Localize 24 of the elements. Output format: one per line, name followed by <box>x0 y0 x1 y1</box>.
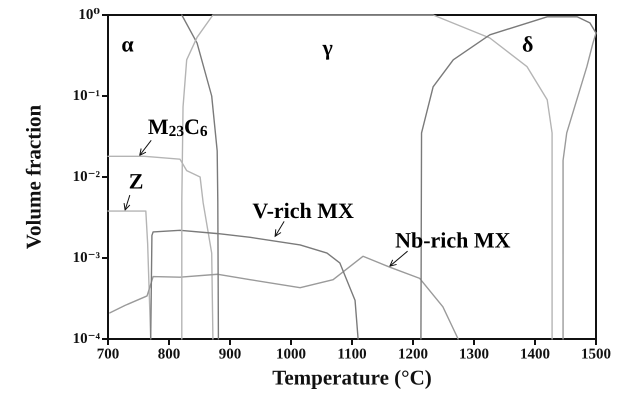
annotation: V-rich MX <box>252 198 354 223</box>
y-tick-label: 10⁻¹ <box>72 88 100 104</box>
annotation: α <box>121 32 134 57</box>
x-tick-label: 800 <box>158 346 180 362</box>
y-tick-label: 10⁻² <box>72 169 100 185</box>
y-tick-label: 10⁻⁴ <box>72 331 100 347</box>
x-tick-label: 700 <box>96 346 120 362</box>
y-tick-label: 10⁰ <box>78 7 100 23</box>
y-axis-title: Volume fraction <box>22 104 46 250</box>
x-tick-label: 1400 <box>520 346 550 362</box>
x-tick-label: 1100 <box>337 346 367 362</box>
y-tick-label: 10⁻³ <box>72 250 100 266</box>
annotation: Nb-rich MX <box>395 228 511 253</box>
x-axis-title: Temperature (°C) <box>272 365 432 390</box>
x-tick-label: 1000 <box>276 346 306 362</box>
annotation: γ <box>321 34 333 60</box>
annotation: δ <box>522 32 534 57</box>
x-tick-label: 1300 <box>459 346 489 362</box>
line-series <box>109 256 459 340</box>
line-series <box>562 32 597 340</box>
annotation: Z <box>128 168 144 194</box>
x-tick-label: 1200 <box>398 346 428 362</box>
x-tick-label: 1500 <box>581 346 611 362</box>
x-tick-label: 900 <box>218 346 242 362</box>
